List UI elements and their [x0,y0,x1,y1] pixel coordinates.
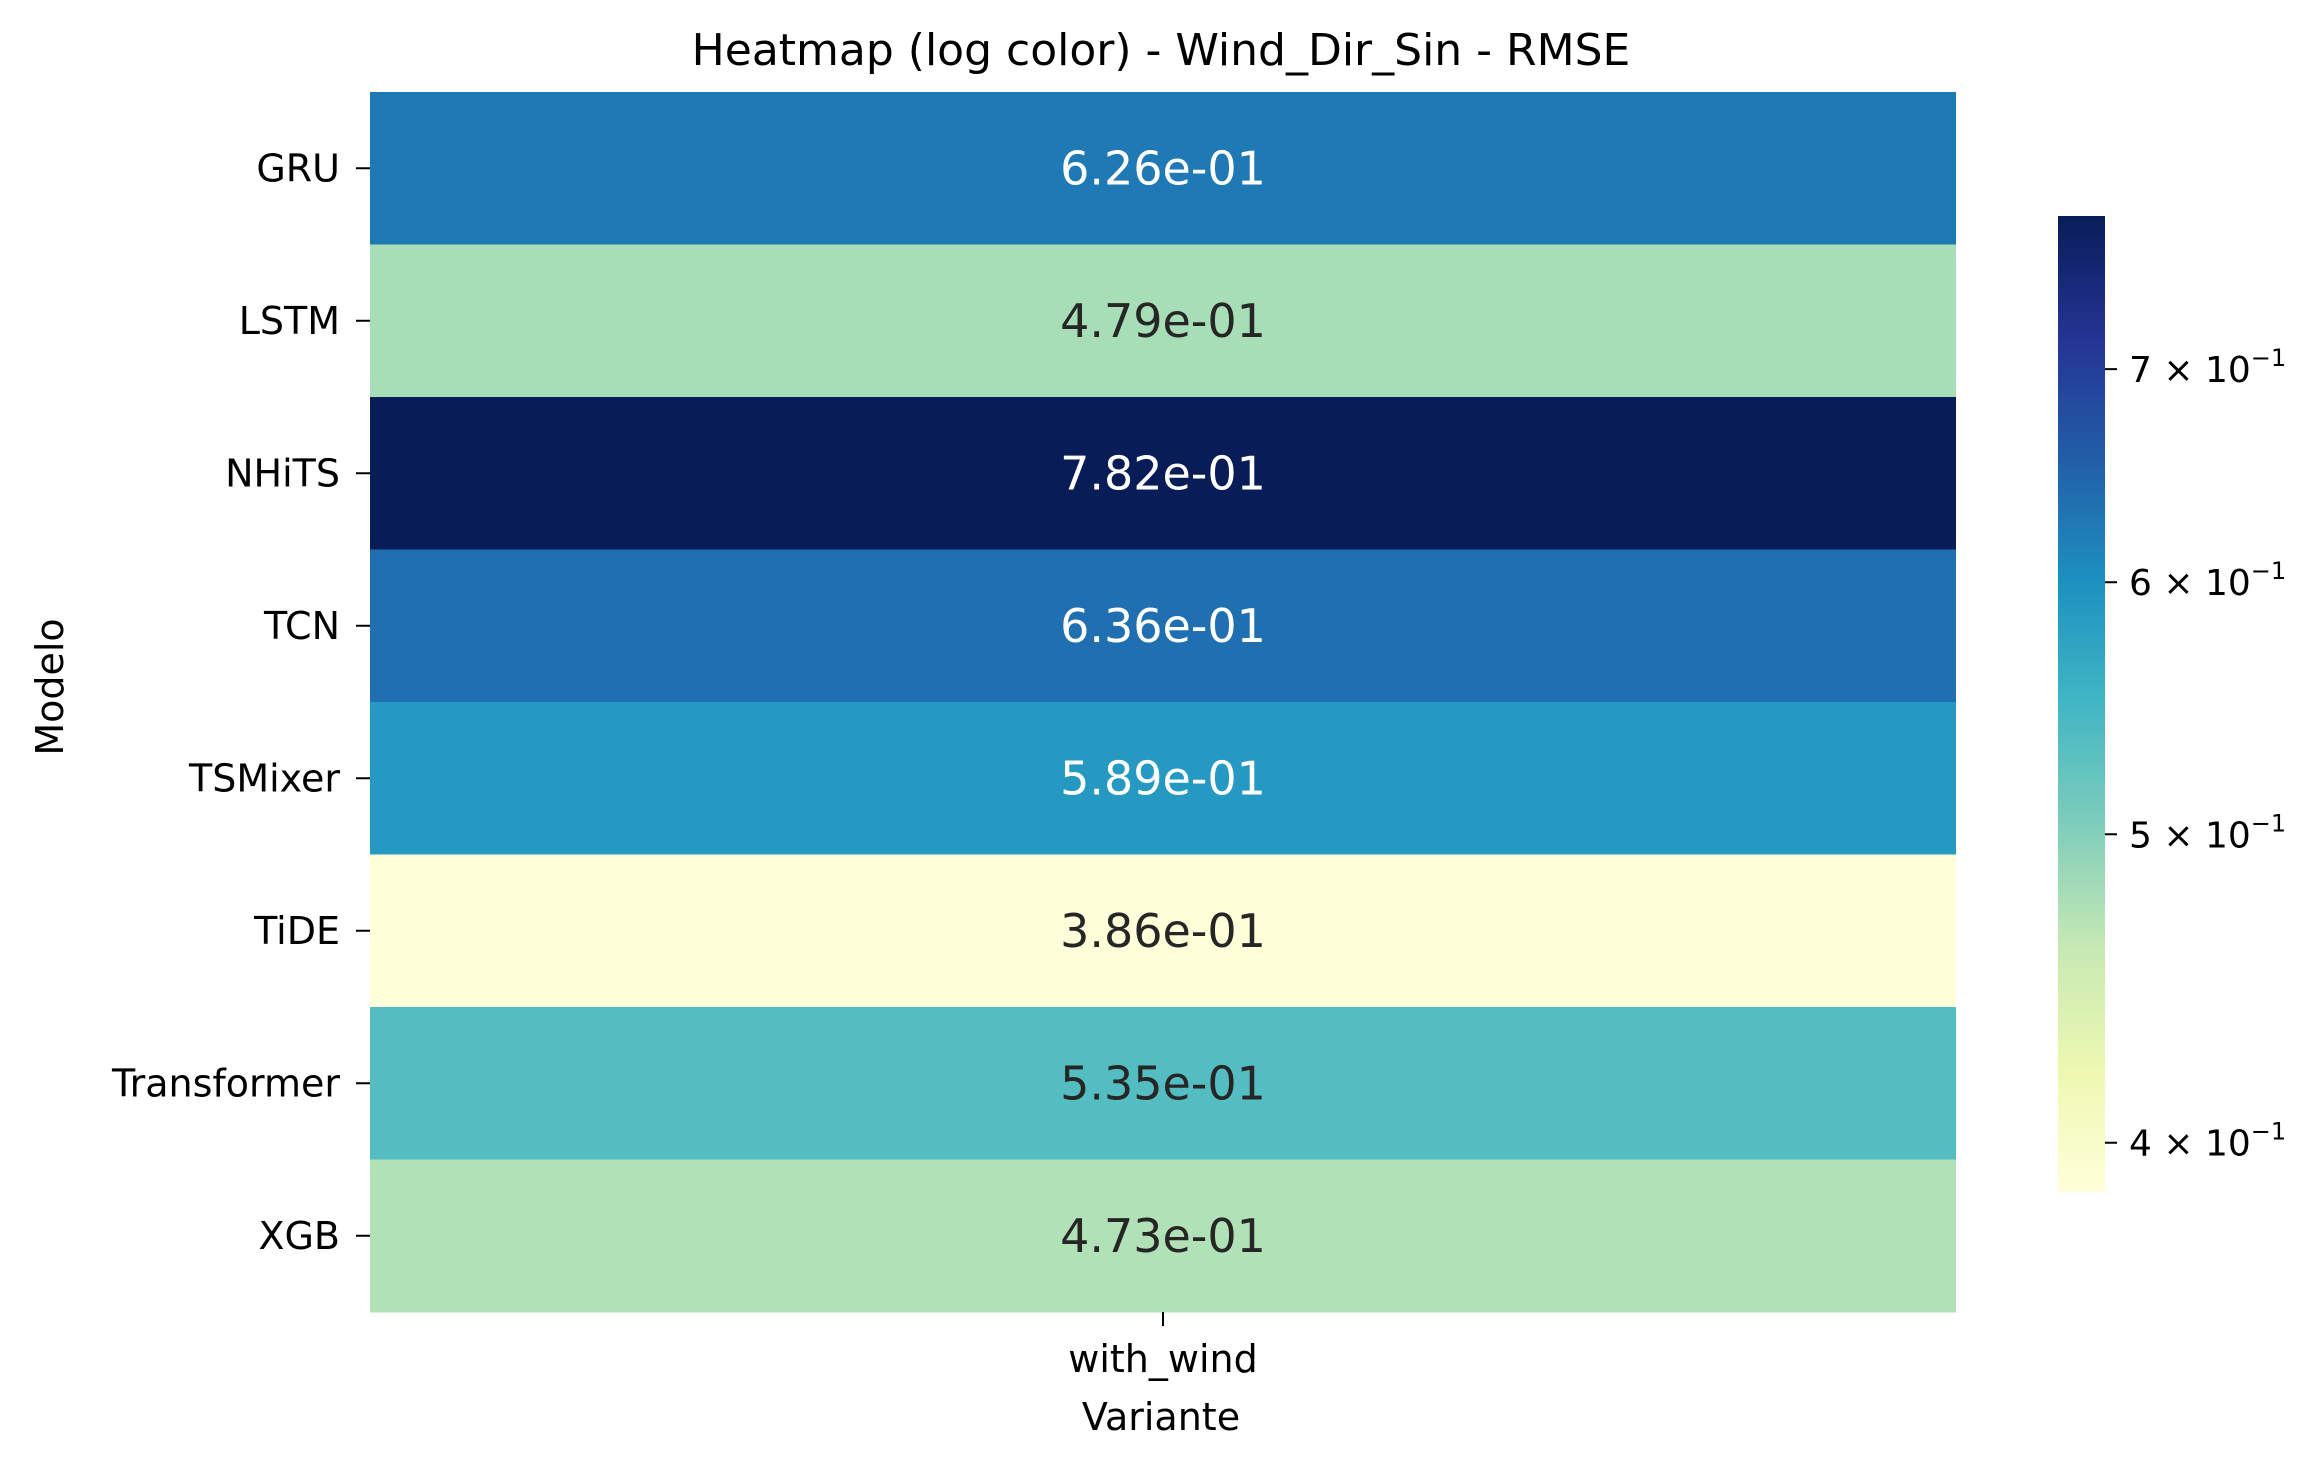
y-tick-label: TCN [263,604,340,648]
heatmap-cell [370,244,1956,398]
heatmap-cells: 6.26e-01 4.79e-01 7.82e-01 6.36e-01 5.89e-01… [370,92,1956,1313]
heatmap-cell [370,854,1956,1008]
colorbar: 7 × 10−1 6 × 10−1 5 × 10−1 4 × 10−1 [2058,216,2286,1192]
cell-value-label: 6.26e-01 [1060,141,1266,195]
chart-title: Heatmap (log color) - Wind_Dir_Sin - RMS… [692,25,1631,76]
y-axis-label: Modelo [28,618,72,755]
colorbar-tick-label: 4 × 10−1 [2129,1118,2286,1165]
cell-value-label: 7.82e-01 [1060,446,1266,500]
y-tick-label: XGB [258,1214,340,1258]
x-tick-label: with_wind [1068,1337,1257,1381]
y-tick-label: TiDE [253,909,340,953]
colorbar-ticks: 7 × 10−1 6 × 10−1 5 × 10−1 4 × 10−1 [2105,344,2286,1165]
y-tick-label: NHiTS [225,451,340,495]
heatmap-cell [370,1007,1956,1160]
cell-value-label: 3.86e-01 [1060,904,1266,958]
cell-value-label: 4.79e-01 [1060,294,1266,348]
colorbar-gradient [2058,216,2105,1192]
cell-value-label: 5.35e-01 [1060,1056,1266,1110]
heatmap-cell [370,702,1956,855]
cell-value-label: 4.73e-01 [1060,1209,1266,1263]
y-tick-label: Transformer [111,1061,340,1105]
cell-value-label: 5.89e-01 [1060,751,1266,805]
heatmap-cell [370,397,1956,550]
cell-value-label: 6.36e-01 [1060,599,1266,653]
x-axis-ticks: with_wind [1068,1312,1258,1381]
colorbar-tick-label: 5 × 10−1 [2129,809,2286,856]
x-axis-label: Variante [1082,1395,1240,1439]
y-tick-label: LSTM [239,299,340,343]
heatmap-cell [370,92,1956,245]
heatmap-cell [370,549,1956,703]
y-tick-label: GRU [256,146,340,190]
colorbar-tick-label: 7 × 10−1 [2129,344,2286,391]
heatmap-cell [370,1159,1956,1313]
colorbar-tick-label: 6 × 10−1 [2129,557,2286,604]
y-axis-ticks: GRU LSTM NHiTS TCN TSMixer TiDE Transformer XGB [111,146,370,1258]
y-tick-label: TSMixer [188,756,340,800]
